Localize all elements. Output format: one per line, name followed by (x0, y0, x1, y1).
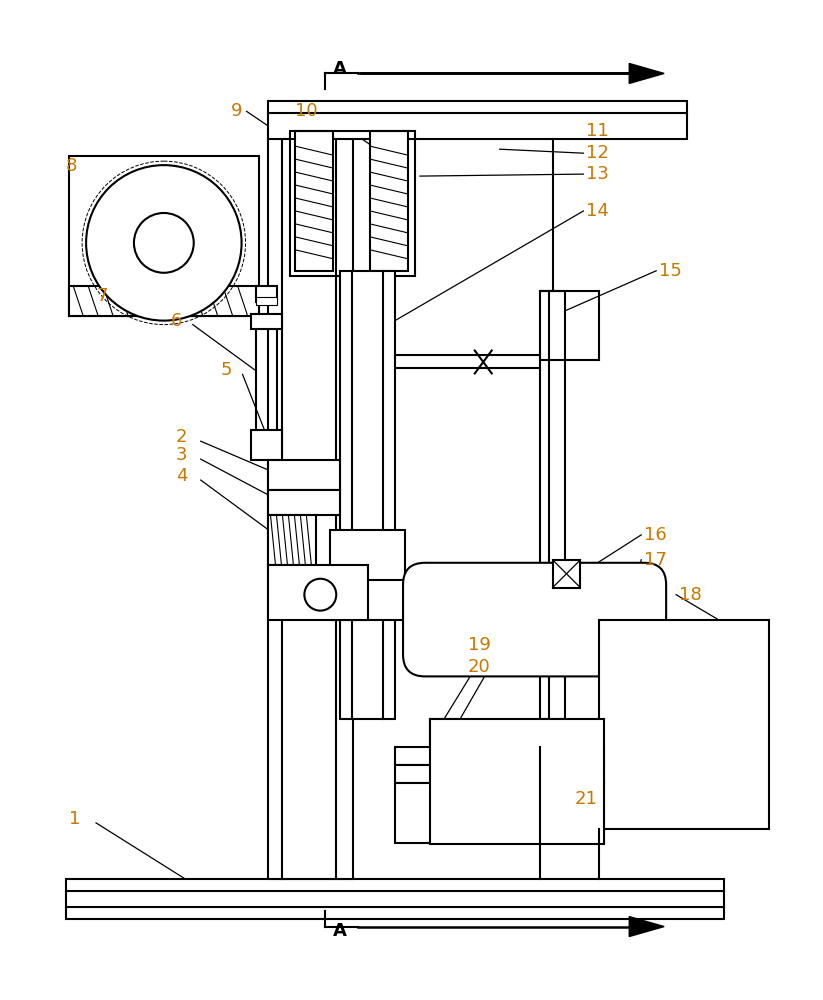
Text: 17: 17 (644, 551, 667, 569)
Polygon shape (630, 917, 664, 937)
FancyBboxPatch shape (403, 563, 666, 676)
Text: 7: 7 (96, 287, 108, 305)
Text: 2: 2 (176, 428, 188, 446)
Circle shape (86, 165, 242, 321)
Bar (268, 515, 316, 565)
Bar (295, 131, 333, 271)
Text: 16: 16 (644, 526, 667, 544)
Text: 1: 1 (69, 810, 81, 828)
Text: 12: 12 (587, 144, 609, 162)
Bar (395, 783, 604, 843)
Bar (268, 490, 340, 515)
Bar (540, 291, 565, 719)
Text: 18: 18 (679, 586, 702, 604)
Bar (69, 156, 258, 316)
Text: 15: 15 (659, 262, 682, 280)
Text: 19: 19 (467, 636, 491, 654)
Bar (599, 620, 769, 829)
Bar (395, 747, 604, 765)
Bar (330, 530, 405, 620)
Text: A: A (333, 922, 347, 940)
Text: 4: 4 (176, 467, 188, 485)
Bar (255, 286, 277, 302)
Bar (430, 719, 458, 747)
Bar (291, 131, 415, 276)
Bar (552, 560, 580, 588)
Text: 9: 9 (230, 102, 242, 120)
Bar (395, 765, 604, 783)
Polygon shape (630, 63, 664, 83)
Text: 5: 5 (221, 361, 232, 379)
Bar (370, 131, 408, 271)
Bar (268, 460, 340, 490)
Bar (430, 719, 604, 844)
Bar (340, 271, 395, 719)
Text: 13: 13 (587, 165, 609, 183)
Bar (255, 297, 277, 305)
Bar (250, 430, 282, 460)
Text: A: A (333, 60, 347, 78)
Text: 21: 21 (574, 790, 597, 808)
Text: 14: 14 (587, 202, 609, 220)
Text: 6: 6 (171, 312, 182, 330)
Text: 11: 11 (587, 122, 609, 140)
Bar (250, 314, 282, 329)
Text: 20: 20 (467, 658, 491, 676)
Circle shape (305, 579, 337, 611)
Circle shape (134, 213, 193, 273)
Text: 8: 8 (66, 157, 77, 175)
Text: 3: 3 (176, 446, 188, 464)
Bar (66, 879, 724, 919)
Bar (268, 131, 353, 879)
Bar (268, 101, 687, 139)
Bar (69, 286, 258, 316)
Bar (268, 565, 368, 620)
Text: 10: 10 (295, 102, 318, 120)
